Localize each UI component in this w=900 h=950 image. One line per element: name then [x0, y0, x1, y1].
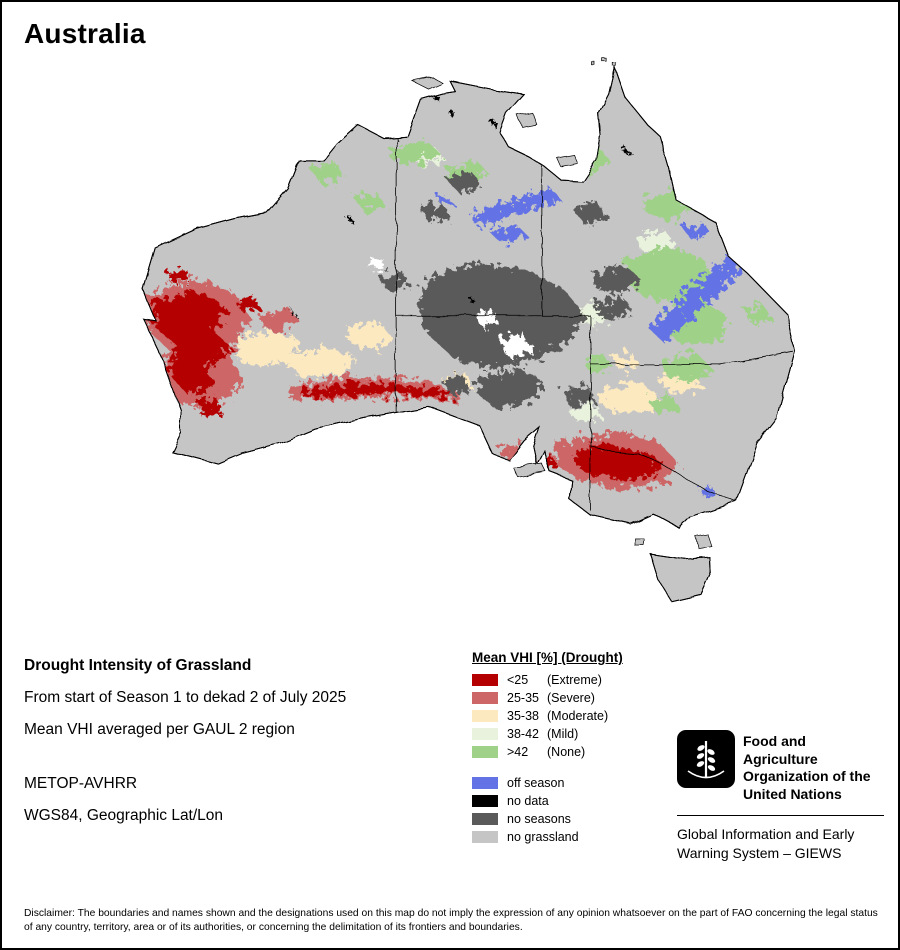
fao-divider: [677, 815, 884, 816]
giews-line: Warning System – GIEWS: [677, 845, 842, 861]
fao-org-name: Food and Agriculture Organization of the…: [743, 730, 884, 803]
noseasons-patches: [379, 171, 642, 409]
legend-row-noseasons: no seasons: [472, 811, 687, 826]
legend-value: 35-38: [507, 708, 539, 723]
legend-row-extreme: <25 (Extreme): [472, 672, 687, 687]
legend: Mean VHI [%] (Drought) <25 (Extreme) 25-…: [472, 650, 687, 848]
legend-label: no seasons: [507, 811, 571, 826]
fao-branding: Food and Agriculture Organization of the…: [677, 730, 884, 863]
legend-qualifier: (Extreme): [547, 672, 602, 687]
legend-value: <25: [507, 672, 529, 687]
legend-swatch-noseasons: [472, 812, 498, 825]
legend-row-none: >42 (None): [472, 744, 687, 759]
legend-qualifier: (Mild): [547, 726, 579, 741]
australia-drought-map: [137, 56, 801, 612]
salt-lake-patches: [369, 259, 532, 359]
disclaimer-text: Disclaimer: The boundaries and names sho…: [24, 908, 878, 933]
page-title: Australia: [24, 18, 146, 49]
landmass: [142, 58, 796, 602]
legend-label: no data: [507, 793, 549, 808]
legend-value: 38-42: [507, 726, 539, 741]
map-info-block: Drought Intensity of Grassland From star…: [24, 657, 444, 839]
map-projection: WGS84, Geographic Lat/Lon: [24, 807, 224, 824]
legend-value: 25-35: [507, 690, 539, 705]
legend-swatch-extreme: [472, 673, 498, 686]
legend-value: >42: [507, 744, 529, 759]
legend-swatch-none: [472, 745, 498, 758]
legend-row-nodata: no data: [472, 793, 687, 808]
state-borders: [395, 136, 793, 512]
fao-org-line: Organization of the: [743, 768, 871, 784]
legend-row-moderate: 35-38 (Moderate): [472, 708, 687, 723]
drought-raster: [145, 70, 793, 496]
legend-qualifier: (None): [547, 744, 586, 759]
legend-row-mild: 38-42 (Mild): [472, 726, 687, 741]
legend-row-severe: 25-35 (Severe): [472, 690, 687, 705]
legend-swatch-severe: [472, 691, 498, 704]
legend-swatch-mild: [472, 727, 498, 740]
map-subject-heading: Drought Intensity of Grassland: [24, 657, 252, 674]
australia-map-svg: [142, 58, 796, 602]
legend-group-gap: [472, 763, 687, 776]
legend-swatch-nograssland: [472, 830, 498, 843]
legend-label: no grassland: [507, 829, 579, 844]
fao-logo-icon: [677, 730, 735, 788]
legend-swatch-offseason: [472, 776, 498, 789]
legend-qualifier: (Severe): [547, 690, 595, 705]
fao-org-line: Food and Agriculture: [743, 733, 818, 767]
legend-swatch-nodata: [472, 794, 498, 807]
legend-label: off season: [507, 775, 565, 790]
map-sensor: METOP-AVHRR: [24, 775, 138, 792]
legend-row-nograssland: no grassland: [472, 829, 687, 844]
legend-title: Mean VHI [%] (Drought): [472, 650, 623, 665]
extreme-patches: [153, 267, 662, 482]
map-period: From start of Season 1 to dekad 2 of Jul…: [24, 689, 347, 706]
offshore-islands: [411, 58, 713, 549]
legend-row-offseason: off season: [472, 775, 687, 790]
giews-name: Global Information and Early Warning Sys…: [677, 825, 884, 863]
legend-swatch-moderate: [472, 709, 498, 722]
fao-org-line: United Nations: [743, 785, 842, 802]
map-aggregation: Mean VHI averaged per GAUL 2 region: [24, 721, 295, 738]
moderate-patches: [236, 321, 702, 413]
giews-line: Global Information and Early: [677, 826, 855, 842]
legend-qualifier: (Moderate): [547, 708, 609, 723]
